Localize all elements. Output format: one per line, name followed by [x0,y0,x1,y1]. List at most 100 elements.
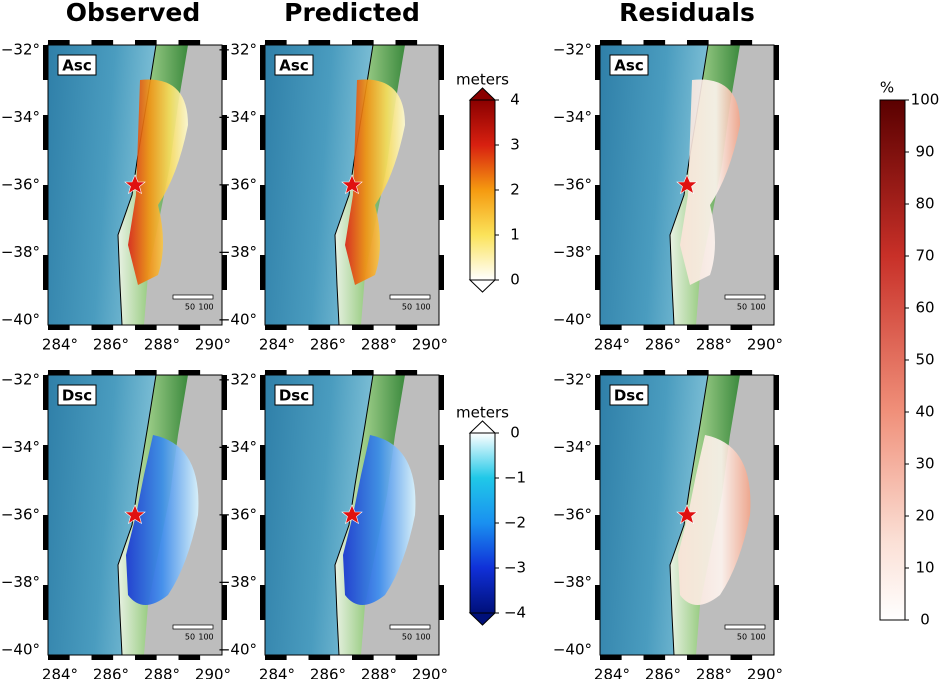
scale-bar [389,624,431,630]
colorbar-label: −2 [504,514,526,532]
frame-tick [595,290,600,325]
frame-tick [352,325,374,330]
colorbar-cap [468,420,497,434]
lon-label: 284° [259,336,295,354]
deformation-points [128,79,188,285]
colorbar-cap [468,279,497,293]
frame-tick [595,375,600,410]
track-label: Asc [62,57,91,75]
frame-tick [439,480,444,515]
frame-tick [113,655,135,660]
frame-tick [665,325,687,330]
colorbar-label: −4 [504,604,526,622]
lon-label: 288° [361,336,397,354]
frame-tick [774,515,779,550]
colorbar [469,99,496,281]
frame-tick [43,185,48,220]
frame-tick [308,325,331,330]
frame-tick [439,80,444,115]
frame-tick [222,185,227,220]
frame-tick [439,45,444,80]
colorbar-label: 3 [510,136,520,154]
frame-tick [265,370,287,375]
ocean [265,375,373,655]
epicenter [124,174,146,195]
colorbar-label: 0 [510,271,520,289]
frame-tick [643,325,666,330]
frame-tick [595,80,600,115]
frame-tick [774,255,779,290]
lat-label: −36° [218,506,257,524]
frame-tick [708,370,731,375]
frame-tick [43,480,48,515]
frame-tick [774,375,779,410]
label-box [274,54,314,76]
frame-tick [439,290,444,325]
frame-tick [595,585,600,620]
frame-tick [752,370,774,375]
frame-tick [260,375,265,410]
frame-tick [222,150,227,185]
lon-label: 288° [361,666,397,679]
lat-label: −34° [553,438,592,456]
frame-tick [621,655,644,660]
lon-label: 290° [412,336,448,354]
frame-tick [439,150,444,185]
scale-label: 100 [750,303,765,312]
lon-label: 284° [259,666,295,679]
frame-tick [222,620,227,655]
frame-tick [774,115,779,150]
frame-tick [43,150,48,185]
frame-tick [156,40,179,45]
colorbar-unit: meters [456,404,509,422]
colorbar-unit: meters [456,71,509,89]
lat-label: −38° [1,573,40,591]
coastline [334,374,374,656]
frame-tick [417,325,439,330]
frame-tick [222,290,227,325]
colorbar-label: −3 [504,559,526,577]
frame-tick [439,515,444,550]
lon-label: 286° [93,666,129,679]
frame-tick [330,325,352,330]
label-box [609,54,649,76]
frame-tick [774,585,779,620]
frame-tick [222,445,227,480]
lon-label: 284° [42,666,78,679]
frame-tick [113,370,135,375]
epicenter [676,174,698,195]
lat-label: −34° [1,438,40,456]
deformation-points [678,435,751,605]
deformation-points [680,79,740,285]
scale-label: 50 [737,633,747,642]
deformation-points [345,79,405,285]
colorbar-label: 20 [915,507,934,525]
lat-label: −32° [218,371,257,389]
frame-tick [595,445,600,480]
frame-tick [69,655,92,660]
frame-tick [91,370,114,375]
frame-tick [595,255,600,290]
lat-label: −32° [553,41,592,59]
frame-tick [395,40,418,45]
frame-tick [43,290,48,325]
frame-tick [222,255,227,290]
frame-tick [43,255,48,290]
frame-tick [595,410,600,445]
frame-tick [330,370,352,375]
frame-tick [439,115,444,150]
ocean [48,375,156,655]
epicenter [124,504,146,525]
colorbar-label: 2 [510,181,520,199]
frame-tick [308,40,331,45]
frame-tick [260,410,265,445]
frame-tick [439,255,444,290]
frame-tick [43,445,48,480]
frame-tick [43,550,48,585]
frame [264,44,440,326]
lat-label: −38° [218,573,257,591]
frame-tick [48,40,70,45]
ocean [600,375,708,655]
frame-tick [222,220,227,255]
frame-tick [439,445,444,480]
